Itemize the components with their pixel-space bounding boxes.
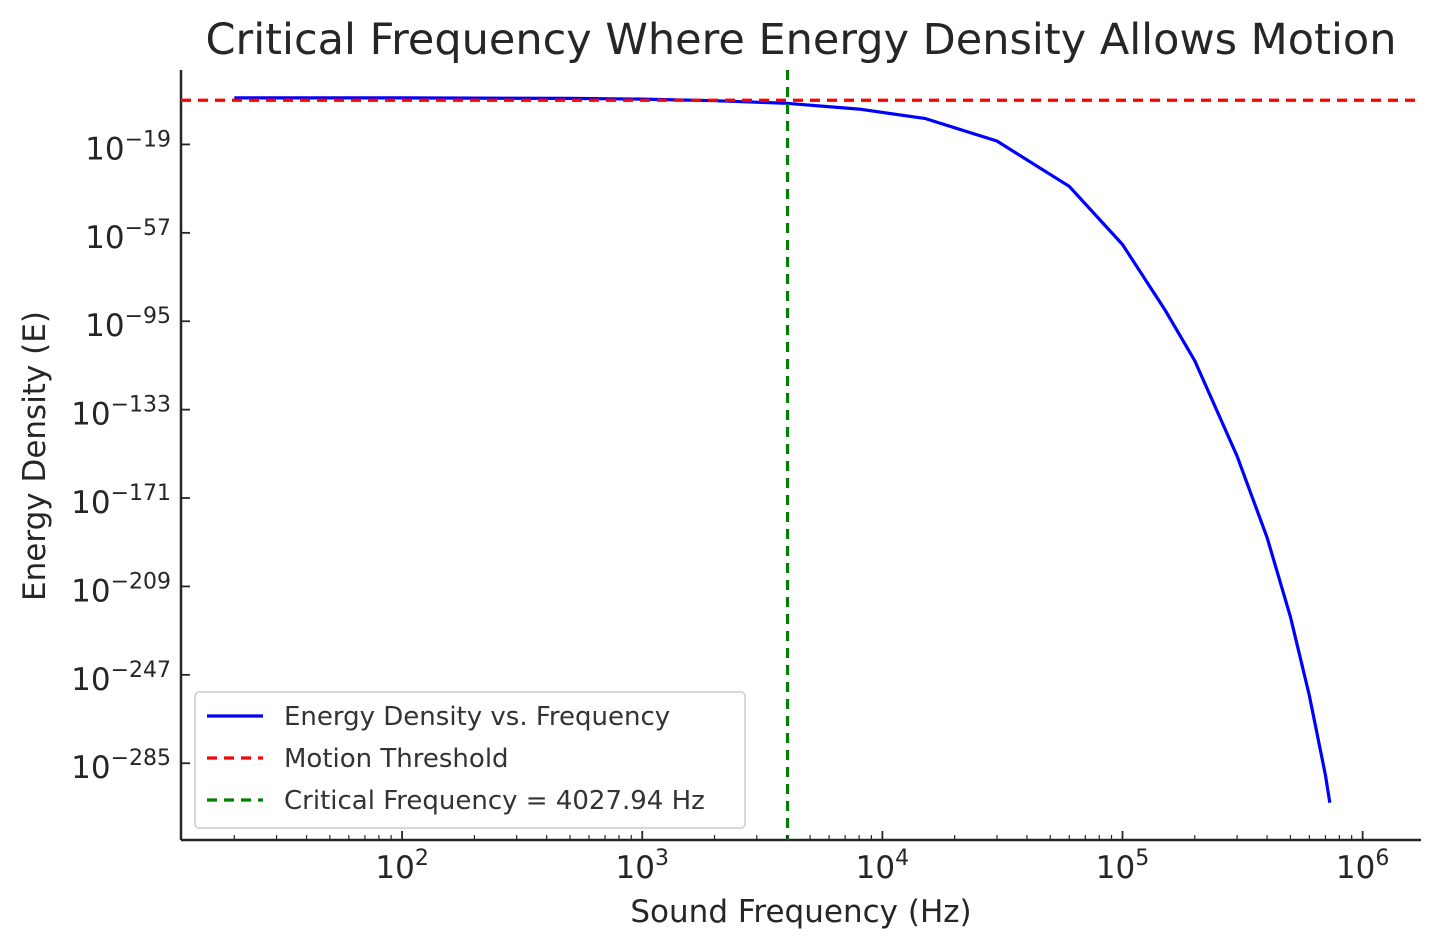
legend-box	[194, 691, 746, 829]
y-tick-label: 10−133	[71, 393, 171, 433]
x-tick-label: 104	[856, 846, 909, 886]
plot-area	[179, 70, 1421, 842]
y-tick-exponent: −19	[125, 127, 171, 152]
x-tick-exponent: 6	[1375, 846, 1389, 871]
y-tick-label: 10−95	[85, 304, 171, 344]
chart-title: Critical Frequency Where Energy Density …	[206, 15, 1397, 65]
y-tick-label: 10−57	[85, 216, 171, 256]
y-tick-exponent: −171	[111, 481, 171, 506]
y-axis-label: Energy Density (E)	[17, 311, 53, 601]
y-tick-base: 10	[71, 750, 110, 786]
y-tick-exponent: −95	[125, 304, 171, 329]
y-tick-label: 10−247	[71, 658, 171, 698]
y-tick-exponent: −247	[111, 658, 171, 683]
x-axis-ticks: 102 103 104 105 106	[233, 831, 1389, 886]
y-tick-exponent: −57	[125, 216, 171, 241]
y-tick-exponent: −209	[111, 569, 171, 594]
x-axis-label: Sound Frequency (Hz)	[630, 894, 971, 930]
legend-item-motion-threshold: Motion Threshold	[284, 744, 509, 774]
x-tick-base: 10	[616, 850, 655, 886]
x-tick-exponent: 3	[655, 846, 669, 871]
y-tick-label: 10−285	[71, 746, 171, 786]
y-tick-base: 10	[71, 662, 110, 698]
x-tick-base: 10	[1096, 850, 1135, 886]
x-tick-base: 10	[1336, 850, 1375, 886]
legend-item-energy-density: Energy Density vs. Frequency	[284, 702, 670, 732]
x-tick-label: 102	[375, 846, 428, 886]
x-tick-exponent: 4	[895, 846, 909, 871]
x-tick-label: 105	[1096, 846, 1149, 886]
y-tick-exponent: −285	[111, 746, 171, 771]
x-tick-exponent: 2	[415, 846, 429, 871]
y-tick-base: 10	[71, 397, 110, 433]
y-tick-base: 10	[71, 573, 110, 609]
y-tick-base: 10	[85, 220, 124, 256]
y-tick-base: 10	[85, 308, 124, 344]
y-tick-label: 10−19	[85, 127, 171, 167]
x-tick-base: 10	[375, 850, 414, 886]
y-tick-base: 10	[85, 131, 124, 167]
x-tick-label: 103	[616, 846, 669, 886]
x-tick-base: 10	[856, 850, 895, 886]
legend-item-critical-frequency: Critical Frequency = 4027.94 Hz	[284, 786, 705, 816]
x-tick-label: 106	[1336, 846, 1389, 886]
y-tick-exponent: −133	[111, 393, 171, 418]
y-tick-label: 10−171	[71, 481, 171, 521]
y-tick-label: 10−209	[71, 569, 171, 609]
legend: Energy Density vs. Frequency Motion Thres…	[194, 691, 746, 829]
y-axis-ticks: 10−1910−5710−9510−13310−17110−20910−2471…	[71, 127, 190, 786]
x-tick-exponent: 5	[1135, 846, 1149, 871]
y-tick-base: 10	[71, 485, 110, 521]
